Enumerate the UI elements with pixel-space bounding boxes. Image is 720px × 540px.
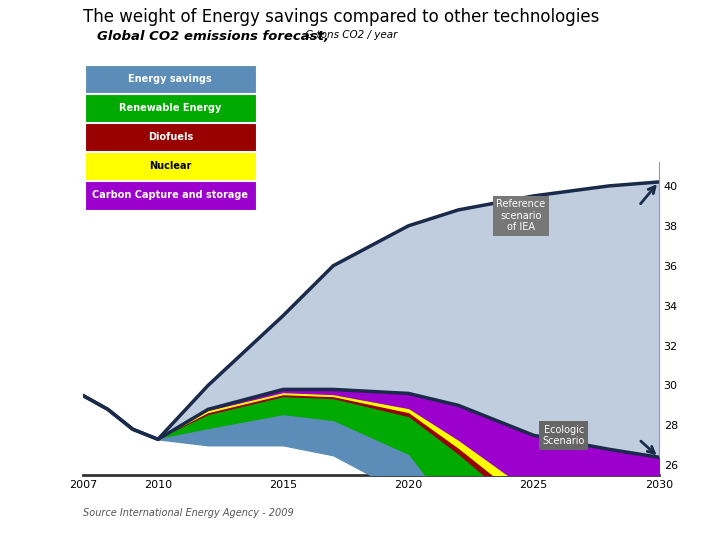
Text: Energy savings: Energy savings	[128, 74, 212, 84]
Text: Diofuels: Diofuels	[148, 132, 193, 142]
Text: Reference
scenario
of IEA: Reference scenario of IEA	[496, 199, 546, 232]
Text: Nuclear: Nuclear	[149, 161, 192, 171]
Text: G.tons CO2 / year: G.tons CO2 / year	[302, 30, 397, 40]
Text: The weight of Energy savings compared to other technologies: The weight of Energy savings compared to…	[83, 8, 599, 26]
Text: Carbon Capture and storage: Carbon Capture and storage	[92, 191, 248, 200]
Text: Global CO2 emissions forecast,: Global CO2 emissions forecast,	[97, 30, 329, 43]
Text: Ecologic
Scenario: Ecologic Scenario	[542, 424, 585, 446]
Text: Renewable Energy: Renewable Energy	[119, 103, 222, 113]
Text: Source International Energy Agency - 2009: Source International Energy Agency - 200…	[83, 508, 294, 518]
